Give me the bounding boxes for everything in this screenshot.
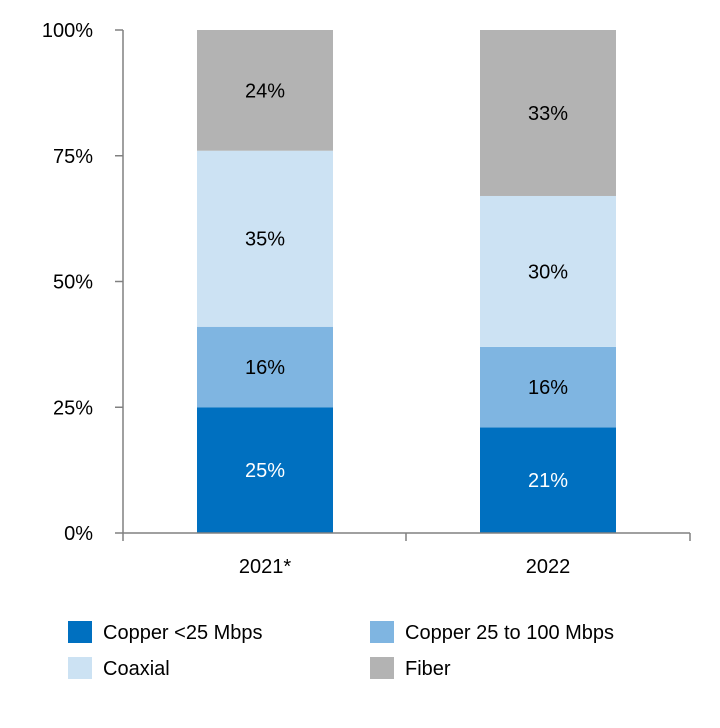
bar-segment-1-2 (480, 195, 616, 347)
x-tick-label-0: 2021* (239, 556, 291, 578)
legend: Copper <25 Mbps Copper 25 to 100 Mbps Coax… (68, 621, 614, 680)
legend-label-0: Copper <25 Mbps (103, 622, 263, 644)
y-tick-label-1: 25% (53, 397, 93, 419)
legend-swatch-0 (68, 621, 92, 643)
data-label-1-2: 30% (528, 261, 568, 283)
y-tick-label-4: 100% (42, 20, 93, 42)
bar-segment-1-0 (480, 427, 616, 533)
data-label-0-3: 24% (245, 80, 285, 102)
y-tick-label-3: 75% (53, 146, 93, 168)
legend-label-2: Coaxial (103, 658, 170, 680)
y-tick-label-0: 0% (64, 523, 93, 545)
legend-swatch-1 (370, 621, 394, 643)
data-label-1-3: 33% (528, 103, 568, 125)
legend-label-1: Copper 25 to 100 Mbps (405, 622, 614, 644)
data-label-0-0: 25% (245, 460, 285, 482)
y-tick-label-2: 50% (53, 272, 93, 294)
bar-segment-0-0 (197, 407, 333, 533)
legend-label-3: Fiber (405, 658, 451, 680)
bar-segment-1-3 (480, 30, 616, 196)
x-tick-label-1: 2022 (526, 556, 571, 578)
legend-swatch-2 (68, 657, 92, 679)
bar-segment-1-1 (480, 346, 616, 428)
bar-segment-0-1 (197, 326, 333, 408)
bar-segment-0-2 (197, 150, 333, 327)
data-label-1-0: 21% (528, 470, 568, 492)
legend-swatch-3 (370, 657, 394, 679)
plot-area: 25% 16% 35% 24% 21% 16% 30% 33% 0% 25% 50% 75% 100% 2… (42, 20, 691, 578)
bar-segment-0-3 (197, 30, 333, 151)
data-label-0-2: 35% (245, 229, 285, 251)
data-label-0-1: 16% (245, 357, 285, 379)
data-label-1-1: 16% (528, 377, 568, 399)
